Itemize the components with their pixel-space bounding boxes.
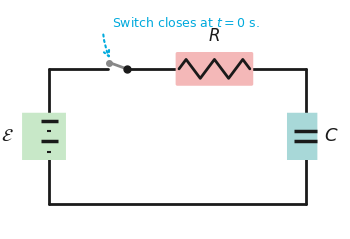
Text: $C$: $C$ (324, 127, 339, 145)
FancyBboxPatch shape (176, 52, 253, 86)
FancyBboxPatch shape (287, 113, 317, 160)
Text: $R$: $R$ (209, 28, 220, 45)
Text: Switch closes at $t = 0$ s.: Switch closes at $t = 0$ s. (112, 16, 259, 30)
FancyBboxPatch shape (22, 113, 66, 160)
Text: $\mathcal{E}$: $\mathcal{E}$ (1, 127, 14, 145)
